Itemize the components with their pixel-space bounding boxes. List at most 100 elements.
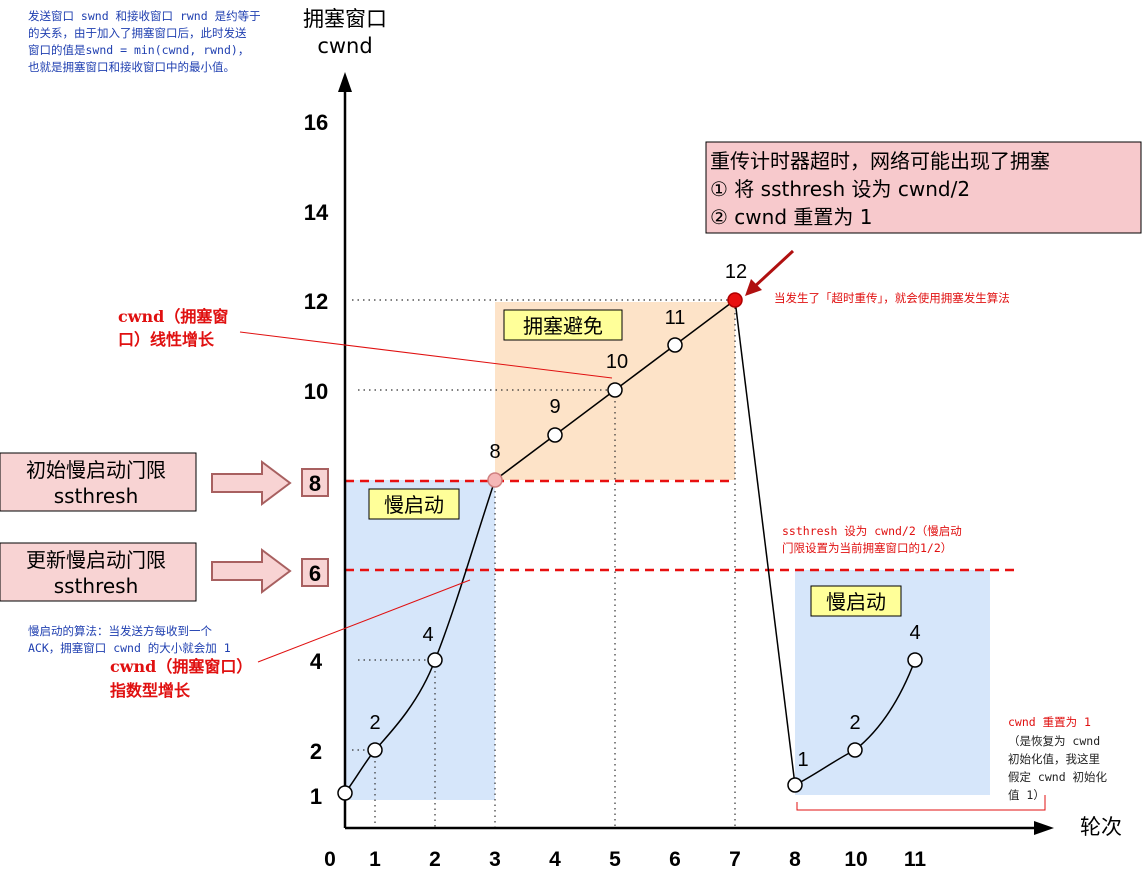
initial-threshold-box — [0, 452, 197, 512]
x-tick-label: 0 — [324, 848, 336, 871]
y-tick-label: 14 — [304, 200, 329, 225]
x-tick-label: 6 — [669, 848, 681, 871]
x-tick-label: 5 — [609, 848, 621, 871]
linear-growth-label-1: cwnd（拥塞窗 — [118, 307, 228, 326]
y-tick-label: 10 — [304, 379, 328, 404]
x-tick-label: 7 — [729, 848, 741, 871]
slow-algo-note-2: ACK，拥塞窗口 cwnd 的大小就会加 1 — [28, 641, 231, 655]
data-point — [847, 742, 863, 758]
y-axis-title-2: cwnd — [317, 34, 372, 58]
reset-note-5: 值 1） — [1008, 788, 1045, 802]
top-note: 发送窗口 swnd 和接收窗口 rwnd 是约等于 的关系，由于加入了拥塞窗口后… — [28, 9, 261, 74]
point-labels: 2 4 8 9 10 11 12 1 2 4 — [369, 261, 920, 771]
point-label: 8 — [489, 441, 500, 463]
ssthresh-note-1: ssthresh 设为 cwnd/2（慢启动 — [782, 524, 962, 538]
data-point — [367, 742, 383, 758]
x-tick-label: 8 — [789, 848, 801, 871]
x-tick-label: 11 — [904, 848, 927, 871]
slow-start-curve-1 — [344, 479, 496, 794]
congestion-avoidance-label: 拥塞避免 — [523, 314, 603, 338]
x-tick-label: 3 — [489, 848, 501, 871]
updated-threshold-label-1: 更新慢启动门限 — [26, 548, 166, 572]
point-label: 9 — [549, 396, 560, 418]
reset-note-3: 初始化值，我这里 — [1008, 752, 1100, 766]
reset-note-1: cwnd 重置为 1 — [1008, 715, 1091, 729]
x-tick-label: 2 — [429, 848, 441, 871]
timeout-pointer-arrow — [751, 249, 795, 290]
data-point — [787, 777, 803, 793]
timeout-box — [705, 141, 1142, 234]
timeout-drop-line — [734, 299, 796, 786]
point-label: 2 — [849, 712, 860, 734]
slow-algo-note-1: 慢启动的算法：当发送方每收到一个 — [28, 624, 212, 638]
ssthresh-updated-value: 6 — [309, 561, 321, 586]
y-tick-label: 16 — [304, 110, 328, 135]
timeout-box-line-1: 重传计时器超时，网络可能出现了拥塞 — [710, 149, 1050, 173]
initial-threshold-label-2: ssthresh — [54, 484, 139, 508]
exp-growth-label-2: 指数型增长 — [110, 681, 191, 700]
y-tick-label: 4 — [310, 649, 323, 674]
slow-start-label-box-1 — [368, 488, 460, 520]
data-point — [547, 427, 563, 443]
x-axis-arrow — [1034, 821, 1054, 835]
x-tick-labels: 0 1 2 3 4 5 6 7 8 10 11 — [324, 848, 926, 871]
y-tick-label: 2 — [310, 739, 322, 764]
guide-lines — [352, 299, 736, 828]
point-label: 4 — [422, 624, 433, 646]
reset-note-4: 假定 cwnd 初始化 — [1008, 770, 1108, 784]
y-tick-label: 1 — [310, 784, 322, 809]
updated-threshold-arrow-icon — [211, 548, 292, 594]
updated-threshold-box — [0, 542, 197, 602]
x-tick-label: 4 — [549, 848, 561, 871]
timeout-box-line-2: ① 将 ssthresh 设为 cwnd/2 — [710, 177, 970, 201]
point-label: 11 — [665, 307, 686, 329]
y-axis-arrow — [338, 72, 352, 92]
timeout-box-line-3: ② cwnd 重置为 1 — [710, 205, 872, 229]
point-label: 2 — [369, 712, 380, 734]
data-point — [607, 382, 623, 398]
ssthresh-initial-value-box — [301, 468, 329, 497]
top-note-line: 发送窗口 swnd 和接收窗口 rwnd 是约等于 — [28, 9, 261, 23]
congestion-avoidance-label-box — [503, 309, 623, 341]
updated-threshold-label-2: ssthresh — [54, 574, 139, 598]
exp-growth-pointer — [257, 579, 471, 663]
initial-threshold-arrow-icon — [211, 460, 292, 506]
y-axis-title-1: 拥塞窗口 — [303, 7, 387, 31]
data-point-threshold — [487, 472, 503, 488]
slow-start-region-1 — [345, 480, 495, 800]
top-note-line: 窗口的值是swnd = min(cwnd, rwnd)， — [28, 43, 249, 57]
top-note-line: 的关系，由于加入了拥塞窗口后，此时发送 — [28, 26, 247, 40]
point-label: 10 — [606, 351, 628, 373]
x-axis-title: 轮次 — [1080, 815, 1122, 839]
ssthresh-updated-value-box — [301, 558, 329, 587]
timeout-note: 当发生了「超时重传」，就会使用拥塞发生算法 — [774, 291, 1010, 305]
x-tick-label: 1 — [369, 848, 381, 871]
linear-growth-label-2: 口）线性增长 — [118, 330, 215, 349]
ssthresh-initial-value: 8 — [309, 471, 321, 496]
initial-threshold-label-1: 初始慢启动门限 — [26, 458, 166, 482]
data-point-timeout — [727, 292, 743, 308]
exp-growth-label-1: cwnd（拥塞窗口） — [110, 657, 252, 676]
timeout-pointer-arrow-head — [745, 279, 762, 296]
data-point — [427, 652, 443, 668]
point-label: 4 — [909, 622, 920, 644]
y-tick-label: 12 — [304, 289, 328, 314]
ssthresh-note-2: 门限设置为当前拥塞窗口的1/2） — [782, 541, 952, 555]
reset-bracket — [796, 795, 1046, 811]
reset-note-2: （是恢复为 cwnd — [1008, 734, 1100, 748]
data-point — [907, 652, 923, 668]
data-points — [337, 292, 923, 801]
axes — [343, 85, 1040, 830]
y-tick-labels: 16 14 12 10 4 2 1 — [304, 110, 329, 809]
slow-start-label-2: 慢启动 — [826, 590, 886, 614]
linear-growth-pointer — [239, 331, 613, 379]
point-label: 1 — [797, 749, 808, 771]
x-tick-label: 10 — [844, 848, 867, 871]
slow-start-label-1: 慢启动 — [384, 493, 444, 517]
point-label: 12 — [725, 261, 747, 283]
slow-start-label-box-2 — [810, 585, 902, 617]
top-note-line: 也就是拥塞窗口和接收窗口中的最小值。 — [28, 60, 235, 74]
data-point — [667, 337, 683, 353]
data-point — [337, 785, 353, 801]
